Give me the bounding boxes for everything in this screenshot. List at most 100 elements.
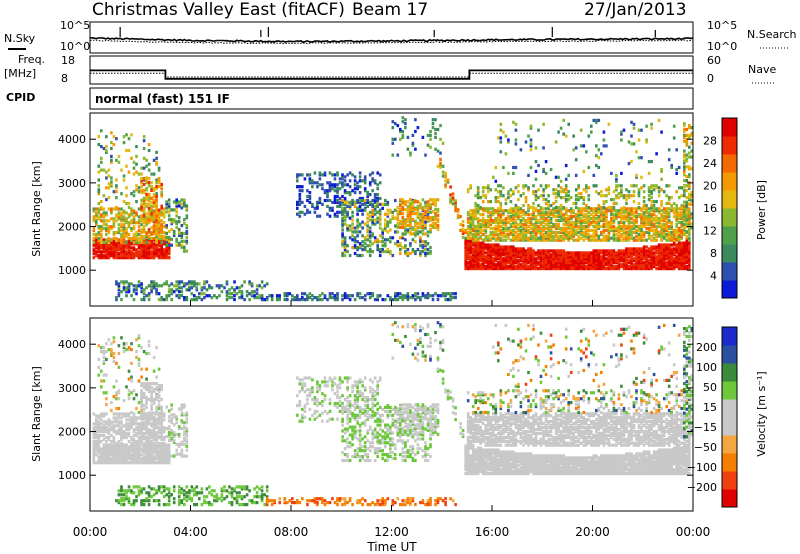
echo-cell xyxy=(657,267,661,271)
echo-cell xyxy=(564,251,568,255)
echo-cell xyxy=(552,265,555,269)
echo-cell xyxy=(602,267,606,271)
echo-cell xyxy=(373,193,377,197)
echo-cell xyxy=(162,231,166,235)
echo-cell xyxy=(346,294,349,298)
echo-cell xyxy=(585,215,588,219)
echo-cell xyxy=(547,220,550,225)
echo-cell xyxy=(665,265,668,269)
echo-cell xyxy=(660,265,663,269)
echo-cell xyxy=(640,247,643,251)
echo-cell xyxy=(195,288,199,292)
echo-cell xyxy=(640,228,643,232)
echo-cell xyxy=(502,194,505,198)
echo-cell xyxy=(396,240,400,244)
echo-cell xyxy=(507,245,510,249)
echo-cell xyxy=(142,244,146,248)
echo-cell xyxy=(180,280,184,284)
echo-cell xyxy=(102,443,106,447)
echo-cell xyxy=(680,215,683,219)
echo-cell xyxy=(595,234,598,238)
echo-cell xyxy=(464,255,467,259)
echo-cell xyxy=(474,203,477,208)
echo-cell xyxy=(371,204,374,208)
echo-cell xyxy=(449,199,452,203)
echo-cell xyxy=(353,251,357,256)
echo-cell xyxy=(564,228,568,232)
echo-cell xyxy=(426,217,430,222)
colorbar-segment xyxy=(722,226,737,245)
echo-cell xyxy=(617,234,621,238)
echo-cell xyxy=(152,220,156,224)
echo-cell xyxy=(132,459,136,463)
echo-cell xyxy=(348,191,352,195)
echo-cell xyxy=(512,224,515,229)
echo-cell xyxy=(389,250,392,254)
echo-cell xyxy=(426,143,430,147)
echo-cell xyxy=(587,234,591,238)
echo-cell xyxy=(112,449,116,453)
echo-cell xyxy=(105,148,108,153)
echo-cell xyxy=(95,213,98,217)
echo-cell xyxy=(125,211,128,215)
echo-cell xyxy=(685,218,689,222)
echo-cell xyxy=(157,234,161,239)
echo-cell xyxy=(625,234,628,238)
echo-cell xyxy=(439,165,442,169)
echo-cell xyxy=(615,238,618,242)
echo-cell xyxy=(132,457,136,461)
echo-cell xyxy=(481,265,485,269)
echo-cell xyxy=(487,245,490,249)
echo-cell xyxy=(602,224,606,229)
echo-cell xyxy=(655,259,658,263)
echo-cell xyxy=(615,201,618,206)
echo-cell xyxy=(152,202,156,206)
echo-cell xyxy=(660,219,663,223)
echo-cell xyxy=(595,207,598,211)
echo-cell xyxy=(640,267,643,271)
echo-cell xyxy=(466,243,470,247)
echo-cell xyxy=(105,213,108,217)
date-title: 27/Jan/2013 xyxy=(584,0,687,20)
echo-cell xyxy=(434,202,437,206)
echo-cell xyxy=(582,220,586,225)
echo-cell xyxy=(122,225,126,229)
echo-cell xyxy=(559,234,563,238)
echo-cell xyxy=(336,298,339,302)
echo-cell xyxy=(167,198,171,202)
echo-cell xyxy=(690,155,694,159)
echo-cell xyxy=(326,198,329,203)
echo-cell xyxy=(547,228,550,232)
echo-cell xyxy=(524,213,528,217)
echo-cell xyxy=(466,232,470,236)
echo-cell xyxy=(590,130,593,134)
echo-cell xyxy=(569,232,573,236)
echo-cell xyxy=(615,265,618,269)
echo-cell xyxy=(657,217,661,221)
echo-cell xyxy=(612,226,616,230)
echo-cell xyxy=(127,461,131,465)
echo-cell xyxy=(607,251,611,255)
echo-cell xyxy=(529,261,533,265)
echo-cell xyxy=(552,230,555,234)
echo-cell xyxy=(469,255,472,259)
echo-cell xyxy=(574,257,578,261)
echo-cell xyxy=(642,215,646,219)
echo-cell xyxy=(466,217,470,221)
echo-cell xyxy=(617,211,621,215)
echo-cell xyxy=(401,198,405,202)
echo-cell xyxy=(652,255,656,259)
echo-cell xyxy=(497,265,500,269)
echo-cell xyxy=(494,196,498,200)
echo-cell xyxy=(157,179,161,183)
echo-cell xyxy=(517,247,520,251)
echo-cell xyxy=(122,141,126,145)
echo-cell xyxy=(112,223,116,227)
echo-cell xyxy=(537,238,540,242)
echo-cell xyxy=(630,228,633,232)
echo-cell xyxy=(115,137,118,141)
echo-cell xyxy=(517,190,520,194)
echo-cell xyxy=(612,217,616,221)
echo-cell xyxy=(316,296,319,300)
echo-cell xyxy=(492,220,495,225)
